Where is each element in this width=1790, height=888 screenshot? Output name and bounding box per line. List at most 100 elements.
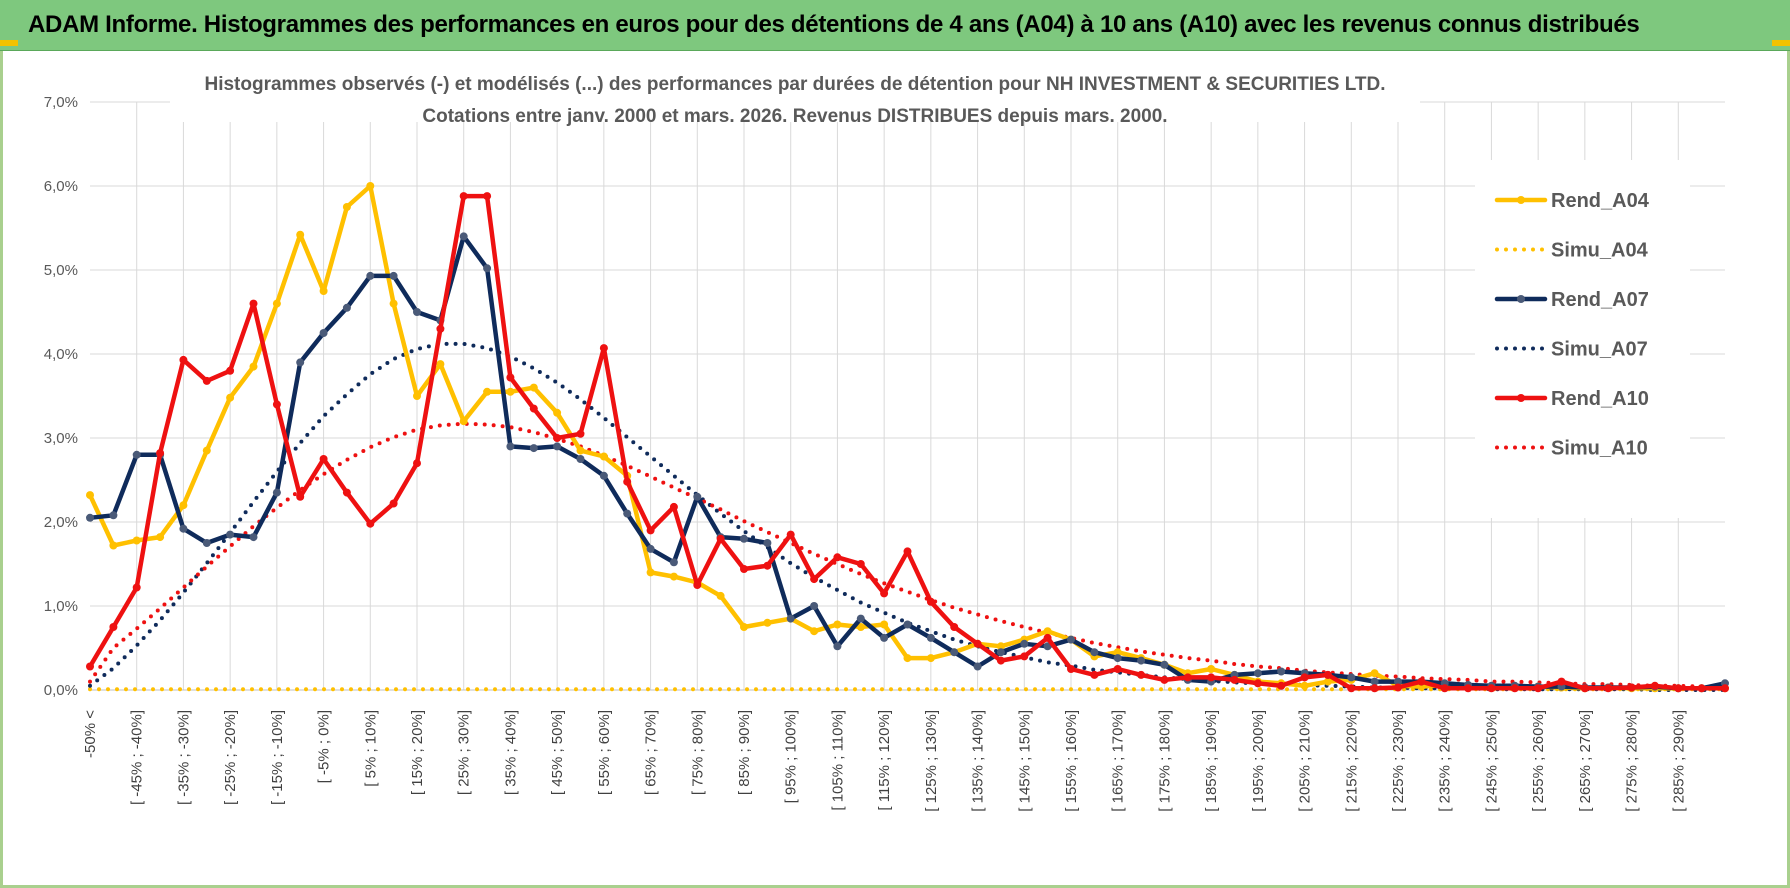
data-point-Rend_A10 <box>693 581 702 589</box>
data-point-Rend_A04 <box>669 572 678 581</box>
data-point-Rend_A07 <box>1160 660 1169 669</box>
data-point-Rend_A10 <box>1137 670 1146 679</box>
data-point-Rend_A04 <box>132 536 141 545</box>
legend-item-Rend_A10: Rend_A10 <box>1494 388 1649 410</box>
data-point-Rend_A10 <box>1487 684 1496 693</box>
legend-marker <box>1517 295 1525 303</box>
data-point-Rend_A10 <box>1043 633 1052 642</box>
x-tick-label: [ 125% ; 130%] <box>923 710 940 812</box>
data-point-Rend_A04 <box>459 417 468 426</box>
data-point-Rend_A04 <box>926 654 935 663</box>
data-point-Rend_A10 <box>1090 670 1099 679</box>
x-tick-label: [ 285% ; 290%] <box>1670 710 1687 812</box>
x-tick-label: [ 55% ; 60%] <box>596 710 613 795</box>
data-point-Rend_A10 <box>926 597 935 606</box>
data-point-Rend_A10 <box>1721 684 1729 693</box>
data-point-Rend_A10 <box>1347 684 1356 693</box>
legend-label: Rend_A07 <box>1551 289 1649 311</box>
y-tick-label: 7,0% <box>44 94 78 111</box>
chart-title-line1: Histogrammes observés (-) et modélisés (… <box>204 74 1385 95</box>
data-point-Rend_A07 <box>1370 677 1379 686</box>
x-tick-label: [ -45% ; -40%] <box>129 710 146 805</box>
data-point-Rend_A04 <box>1043 627 1052 636</box>
data-point-Rend_A07 <box>272 488 281 497</box>
report-title: ADAM Informe. Histogrammes des performan… <box>28 11 1640 38</box>
data-point-Rend_A07 <box>810 602 819 610</box>
data-point-Rend_A07 <box>132 450 141 459</box>
data-point-Rend_A10 <box>1650 681 1659 690</box>
data-point-Rend_A04 <box>296 230 305 239</box>
x-tick-label: [ 175% ; 180%] <box>1156 710 1173 812</box>
data-point-Rend_A10 <box>1464 684 1473 693</box>
data-point-Rend_A04 <box>179 501 188 510</box>
data-point-Rend_A10 <box>669 502 678 511</box>
header-corner-left <box>0 40 18 46</box>
data-point-Rend_A04 <box>763 618 772 627</box>
legend-marker <box>1517 196 1525 204</box>
legend-item-Simu_A04: Simu_A04 <box>1495 240 1649 262</box>
x-tick-label: [ 265% ; 270%] <box>1577 710 1594 812</box>
data-point-Rend_A07 <box>576 455 585 463</box>
data-point-Rend_A10 <box>1323 670 1332 679</box>
data-point-Rend_A04 <box>553 408 562 417</box>
y-tick-label: 4,0% <box>44 346 78 363</box>
data-point-Rend_A07 <box>740 534 748 543</box>
data-point-Rend_A10 <box>389 499 398 508</box>
data-point-Rend_A07 <box>996 648 1005 657</box>
chart-title: Histogrammes observés (-) et modélisés (… <box>170 66 1420 127</box>
data-point-Rend_A07 <box>296 358 305 367</box>
data-point-Rend_A07 <box>459 232 468 241</box>
x-tick-label: [ 75% ; 80%] <box>689 710 706 795</box>
data-point-Rend_A10 <box>436 324 445 333</box>
data-point-Rend_A07 <box>833 642 842 651</box>
data-point-Rend_A07 <box>1020 639 1029 648</box>
data-point-Rend_A10 <box>249 299 258 308</box>
legend-item-Simu_A07: Simu_A07 <box>1495 339 1648 361</box>
x-tick-label: [ -5% ; 0%] <box>316 710 333 783</box>
x-tick-label: [ 5% ; 10%] <box>362 710 379 787</box>
data-point-Rend_A07 <box>950 648 959 657</box>
x-tick-label: [ 65% ; 70%] <box>643 710 660 795</box>
data-point-Rend_A04 <box>319 287 328 295</box>
data-point-Rend_A04 <box>506 387 515 396</box>
data-point-Rend_A10 <box>529 404 538 413</box>
legend-marker <box>1517 394 1525 402</box>
data-point-Rend_A07 <box>529 444 538 453</box>
data-point-Rend_A10 <box>1113 665 1122 673</box>
x-tick-label: [ 25% ; 30%] <box>456 710 473 795</box>
data-point-Rend_A10 <box>1580 684 1589 693</box>
legend-label: Simu_A10 <box>1551 438 1648 460</box>
data-point-Rend_A07 <box>202 539 211 547</box>
data-point-Rend_A04 <box>810 627 819 636</box>
data-point-Rend_A10 <box>1697 684 1706 693</box>
x-axis-ticks: -50% < [ -45% ; -40%] [ -35% ; -30%] [ -25%… <box>82 710 1687 812</box>
data-point-Rend_A04 <box>1370 669 1379 678</box>
data-point-Rend_A07 <box>1394 677 1402 686</box>
data-point-Rend_A04 <box>740 623 748 631</box>
data-point-Rend_A07 <box>903 620 912 629</box>
data-point-Rend_A10 <box>1277 681 1286 690</box>
data-point-Rend_A07 <box>763 539 772 547</box>
data-point-Rend_A07 <box>109 511 118 520</box>
legend-label: Simu_A04 <box>1551 240 1649 262</box>
data-point-Rend_A10 <box>202 376 211 385</box>
data-point-Rend_A10 <box>226 366 235 375</box>
data-point-Rend_A10 <box>1417 677 1426 686</box>
data-point-Rend_A04 <box>599 452 608 461</box>
data-point-Rend_A07 <box>226 530 235 539</box>
x-tick-label: [ -15% ; -10%] <box>269 710 286 805</box>
x-tick-label: [ 255% ; 260%] <box>1530 710 1547 812</box>
data-point-Rend_A10 <box>366 519 375 528</box>
data-point-Rend_A10 <box>1183 673 1192 682</box>
data-point-Rend_A04 <box>646 568 655 577</box>
data-point-Rend_A04 <box>272 299 281 308</box>
data-point-Rend_A10 <box>856 560 865 568</box>
data-point-Rend_A04 <box>483 387 492 396</box>
data-point-Rend_A10 <box>1674 684 1683 693</box>
x-tick-label: [ 35% ; 40%] <box>502 710 519 795</box>
data-point-Rend_A10 <box>1534 684 1543 693</box>
data-point-Rend_A04 <box>529 383 538 392</box>
data-point-Rend_A10 <box>973 639 982 648</box>
legend-item-Simu_A10: Simu_A10 <box>1495 438 1648 460</box>
data-point-Rend_A10 <box>599 344 608 353</box>
